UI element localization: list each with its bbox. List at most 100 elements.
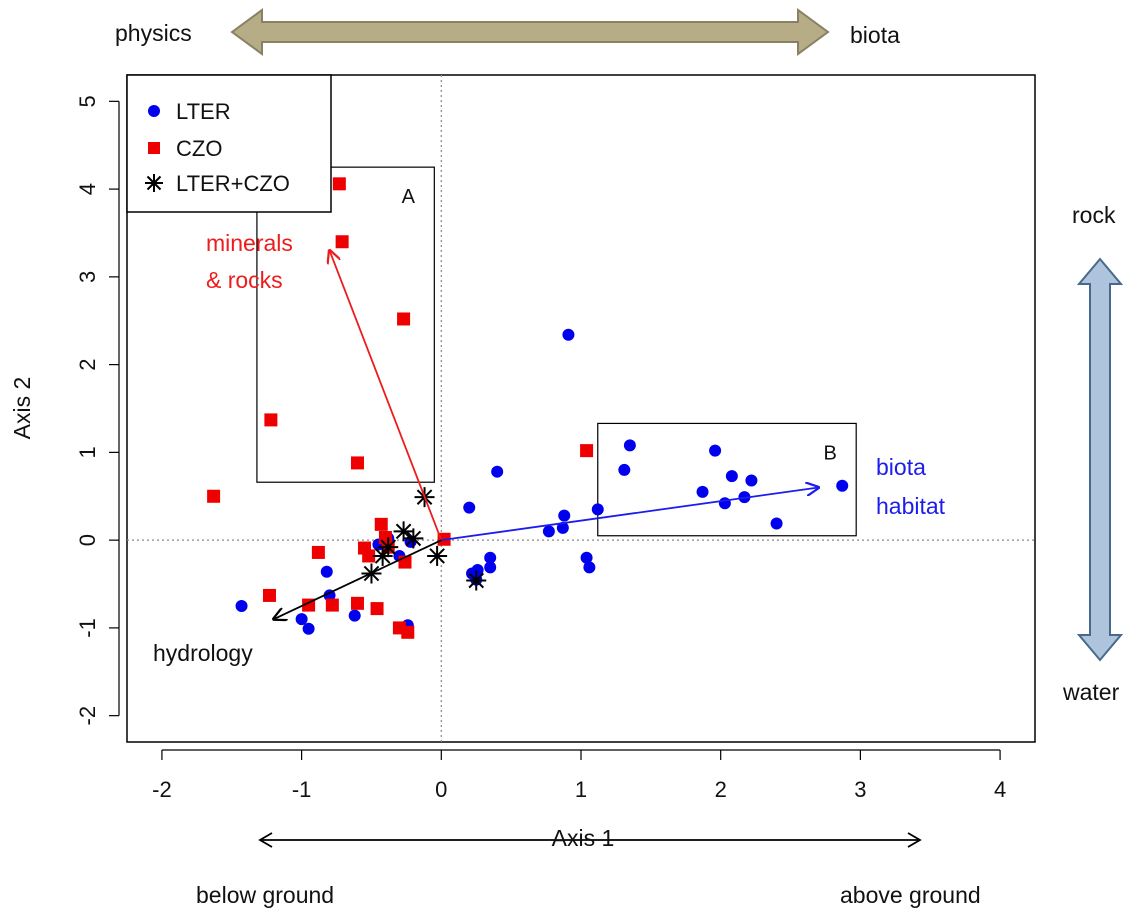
group-box-label-b: B (824, 442, 837, 464)
lter-czo-point (427, 545, 448, 566)
x-tick-label: -1 (292, 777, 312, 802)
below-ground-label: below ground (196, 882, 334, 908)
ground-arrow (258, 832, 922, 848)
lter-point (583, 561, 596, 574)
x-tick-label: 1 (575, 777, 587, 802)
czo-point (207, 489, 221, 503)
x-tick-label: 3 (854, 777, 866, 802)
czo-point (262, 588, 276, 602)
lter-point (618, 463, 631, 476)
x-axis-title: Axis 1 (552, 825, 615, 851)
lter-point (836, 479, 849, 492)
czo-point (350, 596, 364, 610)
physics-label: physics (115, 20, 192, 46)
y-axis-title: Axis 2 (9, 377, 35, 440)
czo-point (397, 312, 411, 326)
biota-vector-label: biota (876, 454, 926, 480)
legend-lter-marker (148, 105, 160, 117)
czo-point (350, 456, 364, 470)
water-label: water (1062, 679, 1120, 705)
lter-czo-point (466, 570, 487, 591)
group-box-a (256, 166, 435, 483)
hydrology-label: hydrology (153, 640, 253, 666)
y-tick-label: -1 (75, 618, 100, 638)
habitat-vector-label: habitat (876, 493, 946, 519)
czo-point (362, 549, 376, 563)
lter-point (484, 551, 497, 564)
minerals-label: minerals (206, 230, 293, 256)
czo-point (370, 602, 384, 616)
lter-point (558, 509, 571, 522)
group-box-label-a: A (402, 186, 416, 208)
legend: LTER CZO LTER+CZO (126, 74, 332, 213)
physics-biota-arrow (230, 8, 830, 56)
lter-point (709, 444, 722, 457)
czo-point (311, 545, 325, 559)
legend-czo-marker (148, 142, 160, 154)
lter-point (562, 328, 575, 341)
lter-point (745, 474, 758, 487)
lter-point (295, 613, 308, 626)
czo-point (325, 598, 339, 612)
lter-point (580, 551, 593, 564)
lter-point (623, 439, 636, 452)
lter-czo-point-stroke (429, 548, 445, 564)
biota-arrow-label: biota (850, 22, 900, 48)
czo-point (580, 444, 594, 458)
lter-point (491, 465, 504, 478)
lter-point (463, 501, 476, 514)
rocks-label: & rocks (206, 267, 283, 293)
lter-point (542, 525, 555, 538)
lter-point (235, 599, 248, 612)
group-box-b (597, 422, 857, 537)
data-points (207, 177, 849, 639)
legend-frame (126, 74, 332, 213)
legend-czo-label: CZO (176, 136, 222, 161)
lter-point (484, 561, 497, 574)
legend-lter-czo-label: LTER+CZO (176, 171, 290, 196)
plot-frame (126, 74, 1036, 743)
y-tick-label: -2 (75, 706, 100, 726)
lter-point (323, 589, 336, 602)
lter-point (696, 485, 709, 498)
lter-point (302, 622, 315, 635)
lter-point (591, 503, 604, 516)
above-ground-label: above ground (840, 882, 981, 908)
reference-lines (127, 75, 1035, 742)
biota-habitat-vector (441, 487, 818, 542)
x-tick-label: -2 (152, 777, 172, 802)
lter-point (725, 470, 738, 483)
lter-czo-point-stroke (405, 530, 422, 547)
lter-point (471, 563, 484, 576)
rock-label: rock (1072, 202, 1116, 228)
lter-czo-point-stroke (380, 539, 397, 555)
lter-czo-point-stroke (395, 523, 412, 540)
rock-water-arrow (1076, 257, 1124, 662)
legend-lter-label: LTER (176, 99, 231, 124)
lter-czo-point (393, 521, 414, 542)
lter-point (770, 517, 783, 530)
czo-point (401, 625, 415, 639)
x-tick-label: 2 (715, 777, 727, 802)
lter-point (348, 609, 361, 622)
lter-czo-point (403, 528, 424, 549)
lter-point (556, 521, 569, 534)
y-tick-label: 1 (75, 446, 100, 458)
x-tick-label: 4 (994, 777, 1006, 802)
axis-ticks: -2 -1 0 1 2 3 4 -2 -1 0 1 2 3 4 5 (75, 95, 1006, 802)
minerals-rocks-vector (330, 251, 443, 541)
lter-point (320, 565, 333, 578)
y-tick-label: 5 (75, 95, 100, 107)
lter-czo-point (378, 537, 399, 558)
lter-czo-point-stroke (468, 572, 485, 589)
hydrology-vector (274, 539, 442, 619)
vectors (274, 251, 819, 620)
czo-point (264, 413, 278, 427)
y-tick-label: 2 (75, 358, 100, 370)
y-tick-label: 3 (75, 271, 100, 283)
x-tick-label: 0 (435, 777, 447, 802)
y-tick-label: 0 (75, 534, 100, 546)
group-boxes: AB (256, 166, 857, 537)
czo-point (374, 517, 388, 531)
